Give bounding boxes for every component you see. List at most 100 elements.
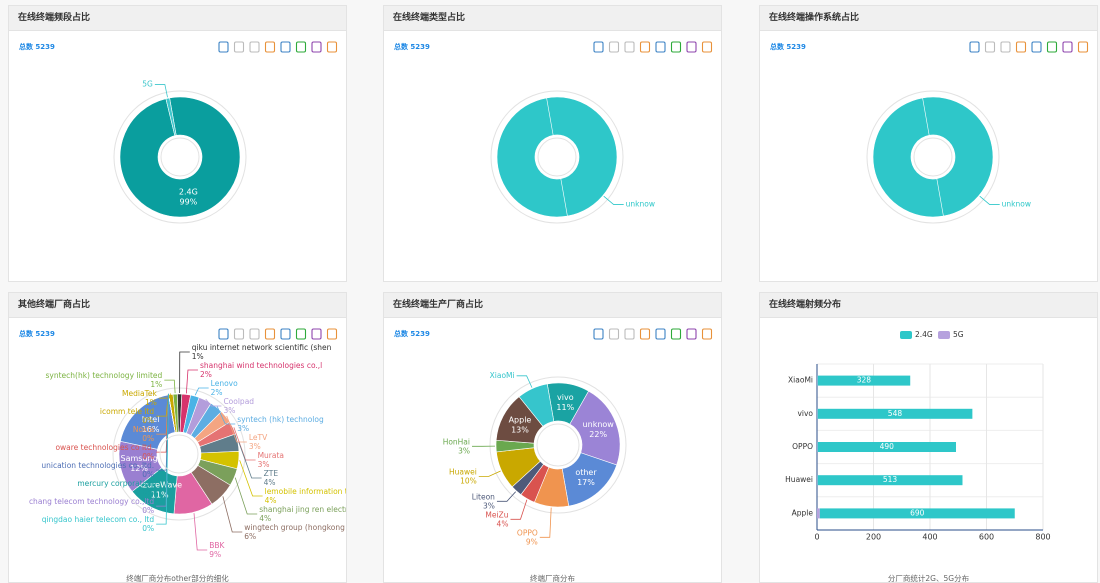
- toolbar-button[interactable]: [608, 328, 620, 340]
- panel-title: 在线终端射频分布: [760, 293, 1097, 318]
- toolbar-button[interactable]: [593, 328, 604, 340]
- legend-label[interactable]: 5G: [953, 330, 964, 339]
- leader-line: [238, 442, 262, 479]
- toolbar-button[interactable]: [249, 41, 260, 53]
- toolbar-button[interactable]: [249, 328, 260, 340]
- toolbar-button[interactable]: [1077, 41, 1089, 53]
- toolbar-button[interactable]: [639, 328, 651, 340]
- bar-value-label: 513: [883, 475, 898, 484]
- slice-value-label: 11%: [556, 403, 574, 412]
- slice-label: vivo: [557, 393, 574, 402]
- slice-value-label: 3%: [249, 442, 261, 451]
- toolbar-button[interactable]: [670, 328, 682, 340]
- toolbar-button[interactable]: [686, 41, 697, 53]
- bar-value-label: 328: [857, 376, 872, 385]
- legend-swatch[interactable]: [900, 331, 912, 339]
- slice-value-label: 99%: [179, 198, 197, 207]
- pie-hole-ring: [159, 434, 199, 474]
- toolbar-button[interactable]: [295, 328, 307, 340]
- pie-slice: [496, 96, 618, 218]
- slice-value-label: 9%: [209, 550, 221, 559]
- total-label: 总数 5239: [19, 42, 55, 51]
- leader-line: [158, 393, 172, 399]
- slice-label: unication technologies co.,ltd.: [41, 461, 154, 470]
- slice-value-label: 0%: [142, 434, 154, 443]
- slice-value-label: 3%: [223, 406, 235, 415]
- slice-label: chang telecom technology co.,ltd: [29, 497, 154, 506]
- y-tick-label: OPPO: [792, 442, 813, 451]
- slice-label: XiaoMi: [490, 371, 515, 380]
- toolbar-button[interactable]: [1062, 41, 1073, 53]
- slice-label: mercury corporation: [77, 479, 154, 488]
- leader-line: [156, 393, 169, 525]
- leader-line: [478, 470, 501, 477]
- slice-value-label: 3%: [458, 446, 470, 455]
- toolbar-button[interactable]: [218, 328, 229, 340]
- toolbar-button[interactable]: [233, 328, 245, 340]
- slice-label: AzureWave: [137, 481, 182, 490]
- toolbar-button[interactable]: [655, 328, 666, 340]
- toolbar-button[interactable]: [311, 328, 322, 340]
- toolbar-button[interactable]: [326, 328, 338, 340]
- pie-hole-ring: [536, 423, 580, 467]
- pie-ring: [490, 90, 624, 224]
- toolbar-button[interactable]: [326, 41, 338, 53]
- toolbar-button[interactable]: [280, 328, 291, 340]
- slice-label: LeTV: [249, 433, 268, 442]
- pie-slice: [518, 383, 555, 427]
- x-tick-label: 200: [866, 533, 881, 542]
- bar-value-label: 548: [888, 409, 903, 418]
- x-tick-label: 800: [1035, 533, 1050, 542]
- panel: 在线终端操作系统占比 unknow 总数 5239: [759, 5, 1098, 282]
- toolbar-button[interactable]: [295, 41, 307, 53]
- x-tick-label: 400: [922, 533, 937, 542]
- toolbar-button[interactable]: [670, 41, 682, 53]
- pie-slice: [168, 394, 176, 433]
- panel-title: 在线终端类型占比: [384, 6, 721, 31]
- toolbar-button[interactable]: [639, 41, 651, 53]
- toolbar-button[interactable]: [624, 328, 635, 340]
- slice-label: BBK: [209, 541, 225, 550]
- legend-swatch[interactable]: [938, 331, 950, 339]
- slice-label: Liteon: [472, 492, 495, 501]
- pie-slice: [569, 390, 621, 466]
- slice-label: syntech (hk) technolog: [237, 415, 324, 424]
- bar: [817, 375, 818, 386]
- toolbar-button[interactable]: [280, 41, 291, 53]
- toolbar-button[interactable]: [655, 41, 666, 53]
- bar: [819, 508, 1015, 519]
- toolbar-button[interactable]: [264, 41, 276, 53]
- toolbar-button[interactable]: [608, 41, 620, 53]
- bar: [817, 375, 911, 386]
- total-label: 总数 5239: [394, 329, 430, 338]
- legend-label[interactable]: 2.4G: [915, 330, 933, 339]
- slice-label: Murata: [258, 451, 284, 460]
- toolbar-button[interactable]: [624, 41, 635, 53]
- toolbar-button[interactable]: [969, 41, 980, 53]
- toolbar-button[interactable]: [593, 41, 604, 53]
- pie-slice: [119, 96, 241, 218]
- toolbar-button[interactable]: [701, 328, 713, 340]
- toolbar-button[interactable]: [1015, 41, 1027, 53]
- toolbar-button[interactable]: [1046, 41, 1058, 53]
- slice-value-label: 1%: [150, 380, 162, 389]
- toolbar-button[interactable]: [1000, 41, 1011, 53]
- toolbar-button[interactable]: [264, 328, 276, 340]
- toolbar-button[interactable]: [701, 41, 713, 53]
- slice-value-label: 2%: [211, 388, 223, 397]
- toolbar-button[interactable]: [984, 41, 996, 53]
- pie-hole-ring: [160, 137, 200, 177]
- leader-line: [193, 513, 208, 551]
- slice-label: HonHai: [443, 437, 470, 446]
- toolbar-button[interactable]: [233, 41, 245, 53]
- slice-label: MediaTek: [122, 389, 157, 398]
- toolbar-button[interactable]: [311, 41, 322, 53]
- toolbar-button[interactable]: [686, 328, 697, 340]
- toolbar-button[interactable]: [218, 41, 229, 53]
- y-tick-label: vivo: [797, 409, 813, 418]
- leader-line: [154, 84, 168, 98]
- slice-value-label: 12%: [130, 464, 148, 473]
- toolbar-button[interactable]: [1031, 41, 1042, 53]
